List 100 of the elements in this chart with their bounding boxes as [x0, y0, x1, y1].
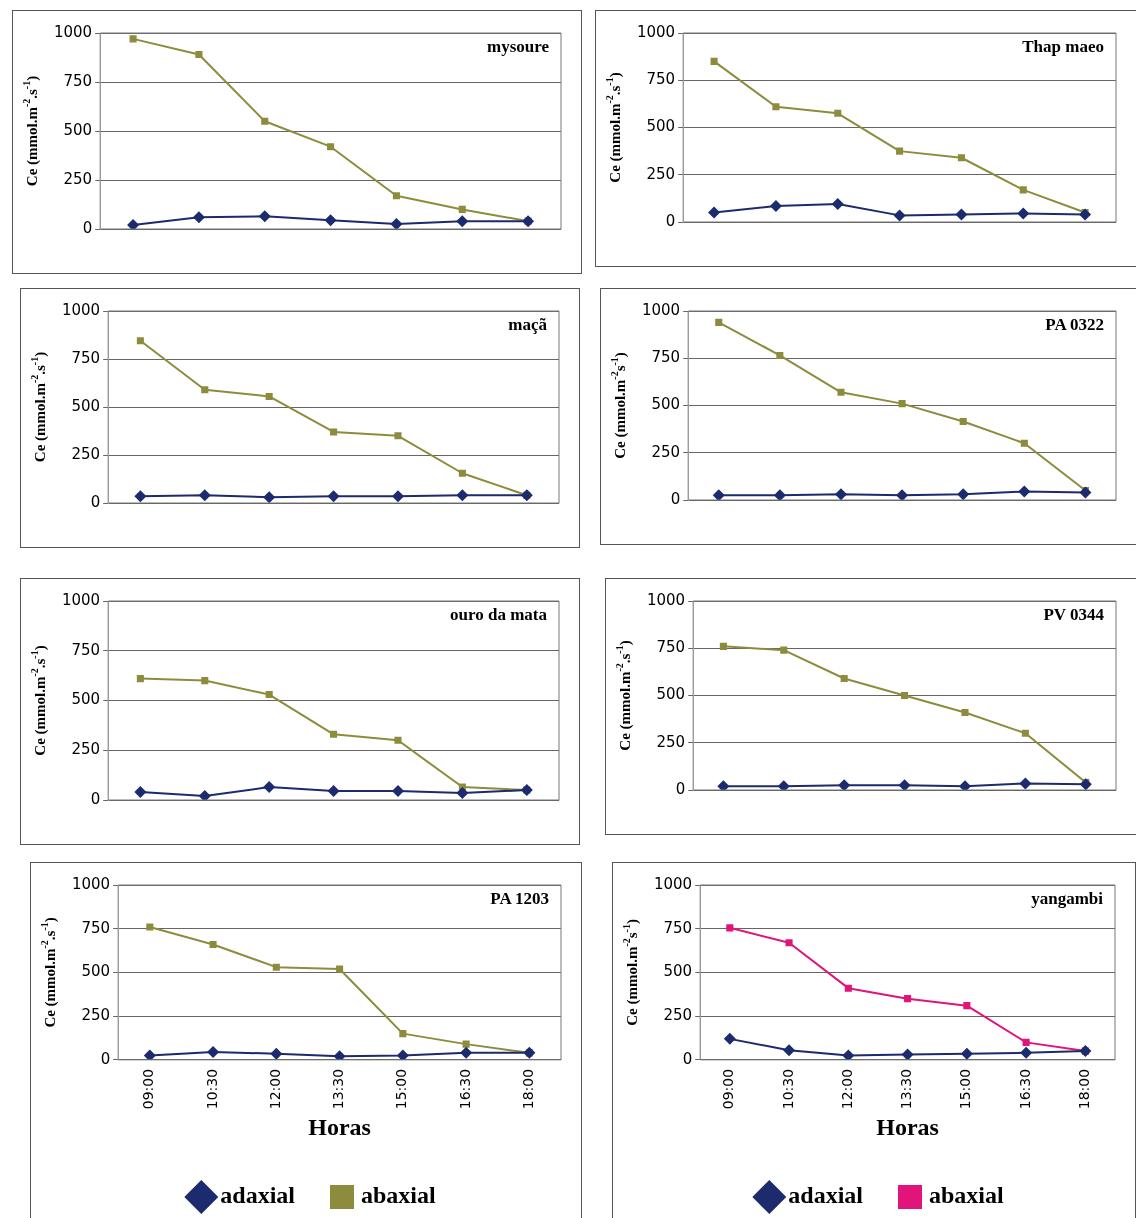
point — [957, 154, 965, 162]
point — [723, 1032, 736, 1045]
point — [198, 489, 211, 502]
y-tick-label: 500 — [63, 120, 93, 139]
point — [904, 995, 912, 1003]
y-tick-label: 750 — [651, 348, 681, 367]
point — [330, 730, 338, 738]
legend-label: adaxial — [788, 1182, 864, 1209]
x-tick-label: 18:00 — [1076, 1068, 1093, 1110]
y-tick-label: 250 — [646, 164, 676, 183]
y-tick-label: 750 — [646, 70, 676, 89]
y-tick-label: 250 — [651, 442, 681, 461]
point — [1079, 486, 1092, 499]
legend-label: abaxial — [929, 1182, 1005, 1209]
point — [831, 198, 844, 211]
y-tick-label: 750 — [71, 640, 101, 659]
point — [1019, 186, 1027, 194]
point — [834, 109, 842, 117]
y-tick-label: 0 — [100, 1049, 111, 1068]
y-tick-label: 500 — [71, 690, 101, 709]
legend-label: adaxial — [220, 1182, 296, 1209]
point — [773, 489, 786, 500]
y-tick-label: 0 — [90, 789, 101, 808]
x-axis-title: Horas — [308, 1113, 371, 1140]
point — [959, 418, 967, 426]
point — [272, 963, 280, 971]
y-tick-label: 500 — [71, 396, 101, 415]
y-tick-label: 1000 — [646, 590, 686, 609]
point — [392, 192, 400, 200]
point — [456, 787, 469, 800]
point — [270, 1047, 283, 1060]
point — [1021, 729, 1029, 737]
point — [456, 215, 469, 228]
y-tick-label: 0 — [670, 489, 681, 508]
y-tick-label: 500 — [656, 685, 686, 704]
point — [456, 489, 469, 502]
point — [896, 147, 904, 155]
point — [201, 386, 209, 394]
point — [901, 1048, 914, 1060]
y-axis-title: Ce (mmol.m-2s-1) — [608, 352, 629, 459]
point — [265, 392, 273, 400]
point — [838, 779, 851, 790]
chart-title: ouro da mata — [450, 604, 548, 624]
point — [1022, 1038, 1030, 1046]
point — [1017, 207, 1030, 220]
y-axis-title: Ce (mmol.m-2.s-1) — [28, 351, 49, 463]
x-tick-label: 16:30 — [456, 1068, 473, 1110]
point — [769, 199, 782, 212]
x-axis-title: Horas — [876, 1113, 939, 1140]
y-tick-label: 250 — [663, 1006, 693, 1025]
x-tick-label: 13:30 — [898, 1068, 915, 1110]
point — [898, 400, 906, 408]
point — [708, 206, 721, 219]
point — [209, 940, 217, 948]
point — [263, 491, 276, 503]
point — [710, 57, 718, 65]
y-axis-title: Ce (mmol.m-2s-1) — [620, 919, 641, 1026]
point — [198, 790, 211, 800]
y-tick-label: 0 — [675, 779, 686, 798]
y-tick-label: 750 — [663, 918, 693, 937]
point — [143, 1049, 156, 1060]
y-tick-label: 250 — [81, 1006, 111, 1025]
point — [201, 677, 209, 685]
y-tick-label: 1000 — [71, 874, 111, 893]
point — [458, 469, 466, 477]
y-axis-title: Ce (mmol.m-2.s-1) — [603, 72, 624, 183]
legend-label: abaxial — [361, 1182, 437, 1209]
x-tick-label: 09:00 — [720, 1068, 737, 1110]
chart-title: PA 1203 — [490, 888, 549, 908]
y-tick-label: 0 — [90, 492, 101, 511]
point — [834, 488, 847, 500]
y-tick-label: 0 — [665, 211, 676, 230]
y-tick-label: 1000 — [61, 590, 101, 609]
y-tick-label: 250 — [71, 444, 101, 463]
y-tick-label: 250 — [71, 740, 101, 759]
point — [333, 1050, 346, 1060]
chart-title: PA 0322 — [1045, 314, 1104, 334]
point — [963, 1002, 971, 1010]
point — [1018, 485, 1031, 498]
y-tick-label: 500 — [81, 962, 111, 981]
point — [783, 1044, 796, 1057]
point — [146, 923, 154, 931]
y-axis-title: Ce (mmol.m-2.s-1) — [20, 75, 41, 187]
chart-title: Thap maeo — [1022, 36, 1104, 56]
y-tick-label: 0 — [82, 218, 93, 237]
point — [134, 786, 147, 799]
point — [462, 1040, 470, 1048]
point — [129, 35, 137, 43]
point — [780, 646, 788, 654]
x-tick-label: 18:00 — [520, 1068, 537, 1110]
chart-title: yangambi — [1031, 888, 1104, 908]
point — [192, 211, 205, 224]
point — [136, 675, 144, 683]
point — [896, 489, 909, 500]
point — [127, 219, 140, 229]
y-axis-title: Ce (mmol.m-2.s-1) — [38, 917, 59, 1028]
point — [777, 780, 790, 790]
point — [399, 1030, 407, 1038]
point — [726, 924, 734, 932]
y-tick-label: 1000 — [641, 300, 681, 319]
